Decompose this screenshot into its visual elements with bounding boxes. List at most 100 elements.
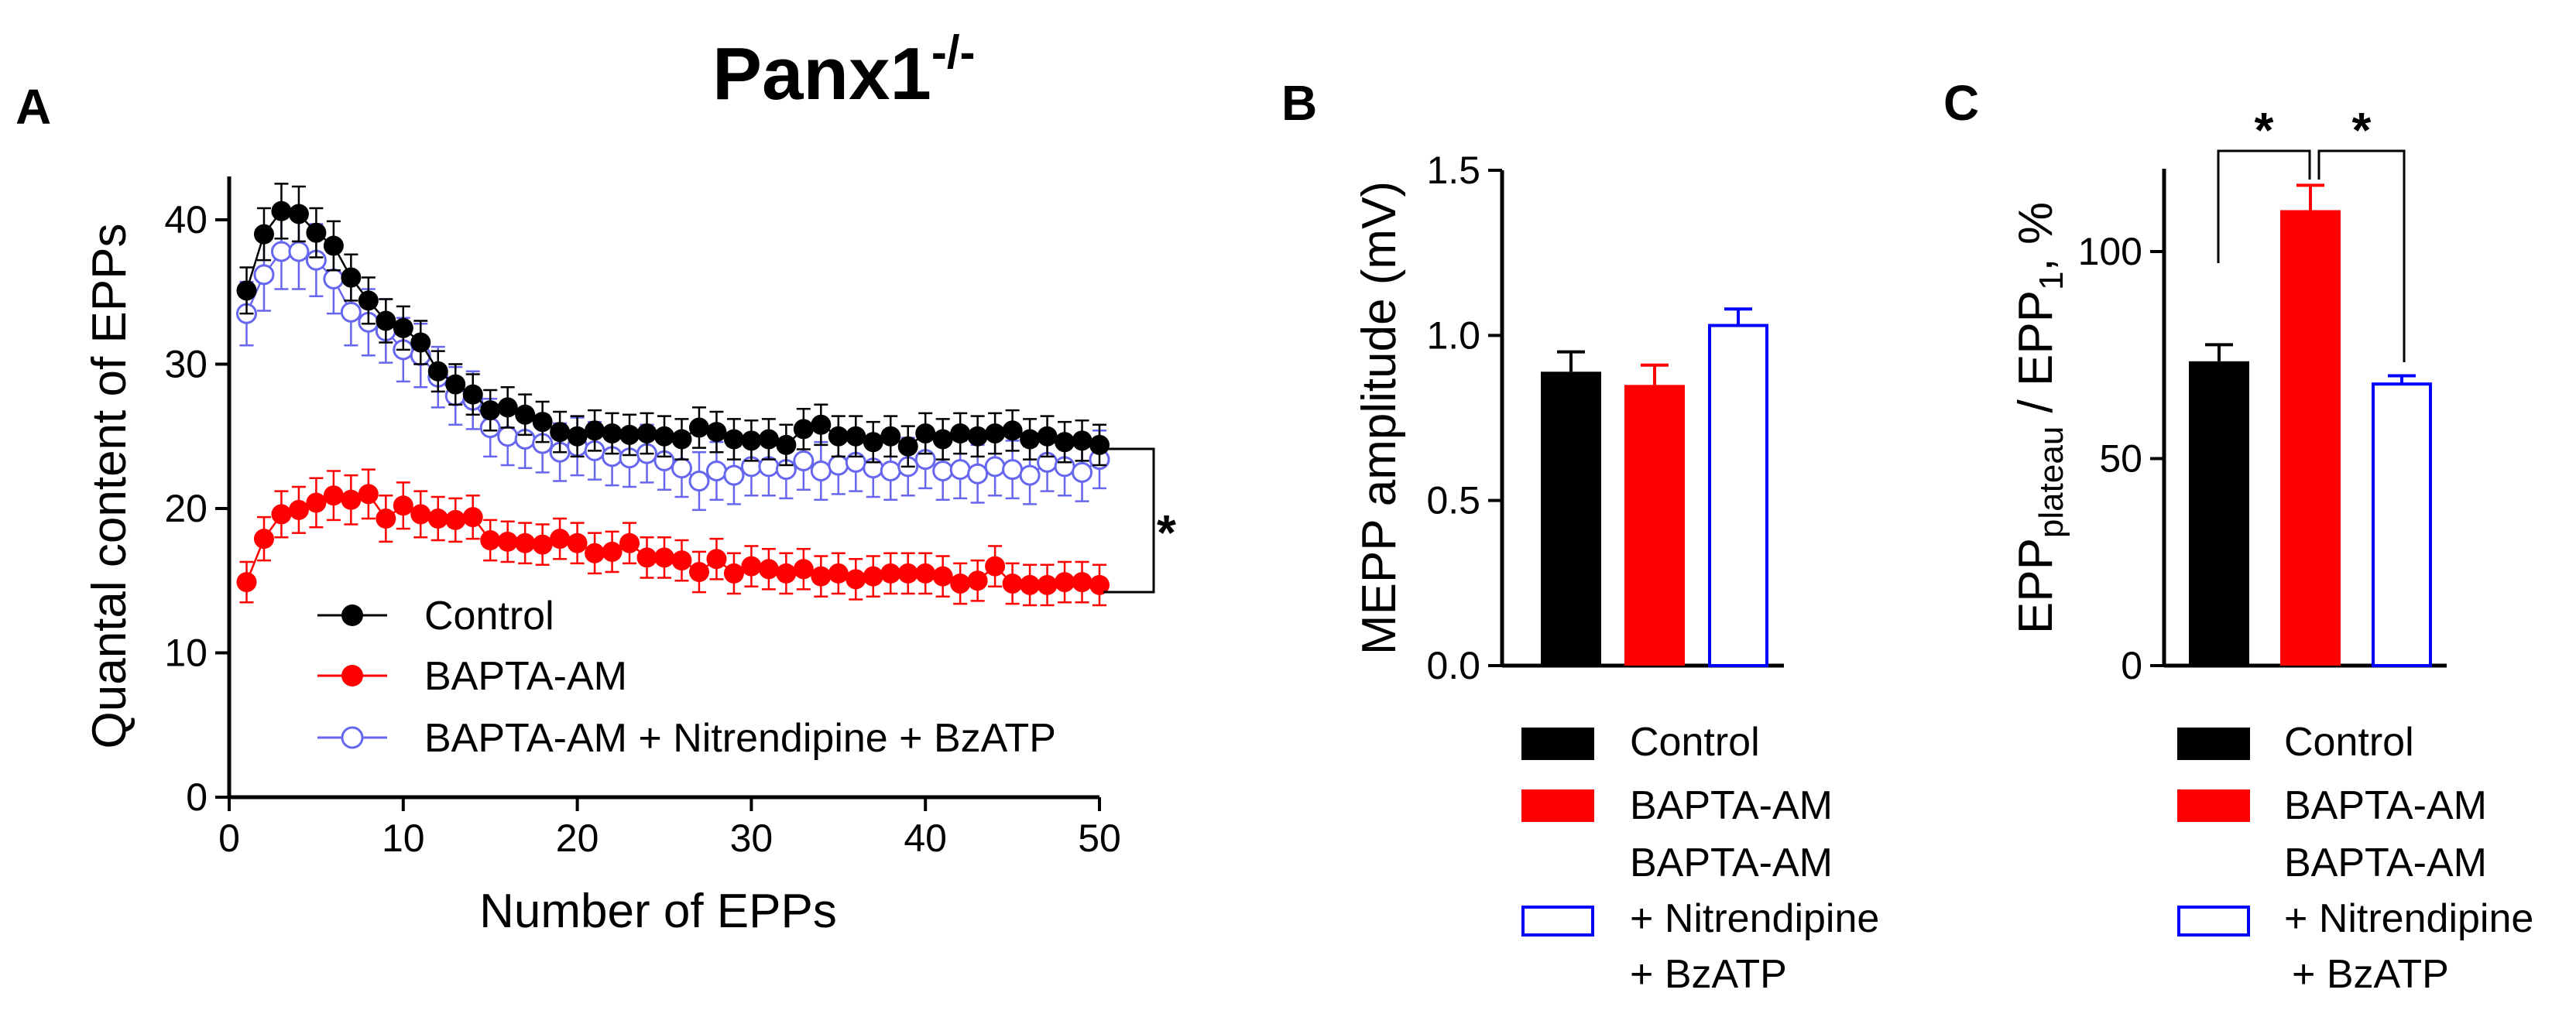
a-data-point — [776, 563, 797, 584]
a-data-point — [1002, 420, 1023, 441]
a-data-point — [758, 559, 779, 580]
a-data-point — [480, 530, 501, 551]
b-bar-2 — [1708, 324, 1768, 667]
c-y-tick-label: 0 — [2121, 644, 2142, 687]
a-y-tick-label: 40 — [164, 198, 208, 241]
a-data-point — [967, 463, 989, 485]
c-legend-label-combo-1: BAPTA-AM — [2284, 841, 2487, 885]
a-plot-area — [235, 183, 1110, 607]
a-data-point — [723, 563, 744, 584]
c-ylabel-sub1: plateau — [2032, 426, 2070, 538]
b-legend-label-combo-2: + Nitrendipine — [1630, 896, 1879, 941]
a-data-point — [932, 429, 953, 450]
a-data-point — [323, 485, 344, 506]
a-data-point — [410, 332, 431, 353]
a-data-point — [949, 459, 971, 481]
a-series-1 — [236, 468, 1110, 607]
a-data-point — [427, 361, 448, 382]
c-bracket-right — [2317, 149, 2406, 362]
a-data-point — [1037, 426, 1058, 447]
a-data-point — [880, 426, 901, 447]
a-data-point — [741, 556, 762, 577]
a-y-tick-label: 0 — [186, 776, 208, 819]
a-data-point — [341, 267, 362, 288]
a-data-point — [880, 460, 901, 481]
b-y-tick-label: 0.0 — [1426, 644, 1480, 687]
a-data-point — [706, 422, 727, 443]
a-data-point — [636, 423, 657, 443]
c-legend-swatch-bapta — [2177, 789, 2250, 822]
b-y-axis-title: MEPP amplitude (mV) — [1353, 181, 1406, 655]
a-data-point — [932, 566, 953, 587]
a-data-point — [636, 547, 657, 568]
a-data-point — [705, 460, 727, 481]
a-data-point — [897, 563, 918, 584]
a-data-point — [863, 432, 883, 453]
a-data-point — [828, 454, 849, 476]
c-legend-label-control: Control — [2284, 720, 2414, 765]
a-significance-bracket — [1099, 447, 1155, 594]
a-y-axis-title: Quantal content of EPPs — [83, 224, 136, 749]
c-legend-swatch-control — [2177, 728, 2250, 760]
a-data-point — [846, 569, 866, 590]
a-series-0 — [236, 183, 1110, 468]
a-data-point — [515, 532, 536, 553]
a-data-point — [253, 264, 275, 286]
a-data-point — [271, 504, 292, 525]
a-series-line — [245, 250, 1100, 483]
a-data-point — [306, 222, 327, 243]
a-data-point — [480, 400, 501, 421]
a-data-point — [915, 563, 936, 584]
a-data-point — [253, 224, 274, 245]
a-data-point — [1072, 430, 1092, 451]
c-legend: Control BAPTA-AM BAPTA-AM + Nitrendipine… — [2177, 720, 2533, 997]
a-data-point — [532, 534, 553, 555]
b-y-tick-label: 1.0 — [1426, 313, 1480, 357]
a-data-point — [671, 429, 692, 450]
a-data-point — [1072, 572, 1092, 593]
a-data-point — [723, 464, 745, 486]
c-significance-star-1: * — [2255, 102, 2274, 158]
a-significance-star: * — [1157, 505, 1176, 560]
a-data-point — [967, 426, 988, 447]
b-legend-swatch-control — [1521, 728, 1594, 760]
a-legend-item-combo: BAPTA-AM + Nitrendipine + BzATP — [317, 716, 1056, 761]
c-bar-0 — [2189, 361, 2249, 666]
a-data-point — [497, 426, 519, 447]
a-data-point — [1089, 434, 1110, 455]
a-legend-marker-combo — [341, 726, 364, 749]
a-data-point — [897, 436, 918, 457]
a-data-point — [567, 532, 588, 553]
a-data-point — [358, 484, 379, 505]
a-data-point — [723, 429, 744, 450]
a-data-point — [1020, 574, 1041, 595]
a-data-point — [793, 559, 814, 580]
a-data-point — [810, 460, 832, 481]
a-data-point — [550, 422, 571, 443]
b-legend-swatch-bapta — [1521, 789, 1594, 822]
a-data-point — [271, 200, 292, 221]
a-legend-label-combo: BAPTA-AM + Nitrendipine + BzATP — [424, 716, 1056, 761]
a-data-point — [811, 414, 832, 435]
a-data-point — [288, 204, 309, 224]
panel-b: B 0.0 0.5 1.0 1.5 MEPP amplitude (mV) Contr… — [1281, 75, 1879, 997]
a-y-tick-label: 20 — [164, 487, 208, 530]
a-data-point — [497, 397, 518, 418]
b-legend-label-bapta: BAPTA-AM — [1630, 783, 1833, 828]
a-data-point — [585, 420, 605, 441]
a-data-point — [341, 489, 362, 510]
a-data-point — [776, 434, 797, 455]
a-data-point — [619, 532, 640, 553]
a-data-point — [1019, 464, 1041, 486]
a-data-point — [550, 529, 571, 550]
b-legend-label-combo-1: BAPTA-AM — [1630, 841, 1833, 885]
c-legend-swatch-combo — [2177, 906, 2250, 937]
a-legend-marker-control — [341, 604, 363, 626]
a-data-point — [915, 423, 936, 443]
b-legend-label-control: Control — [1630, 720, 1760, 765]
a-data-point — [793, 450, 815, 471]
c-legend-label-combo-3: + BzATP — [2292, 952, 2449, 997]
a-legend-label-control: Control — [424, 594, 554, 639]
a-data-point — [950, 423, 971, 443]
